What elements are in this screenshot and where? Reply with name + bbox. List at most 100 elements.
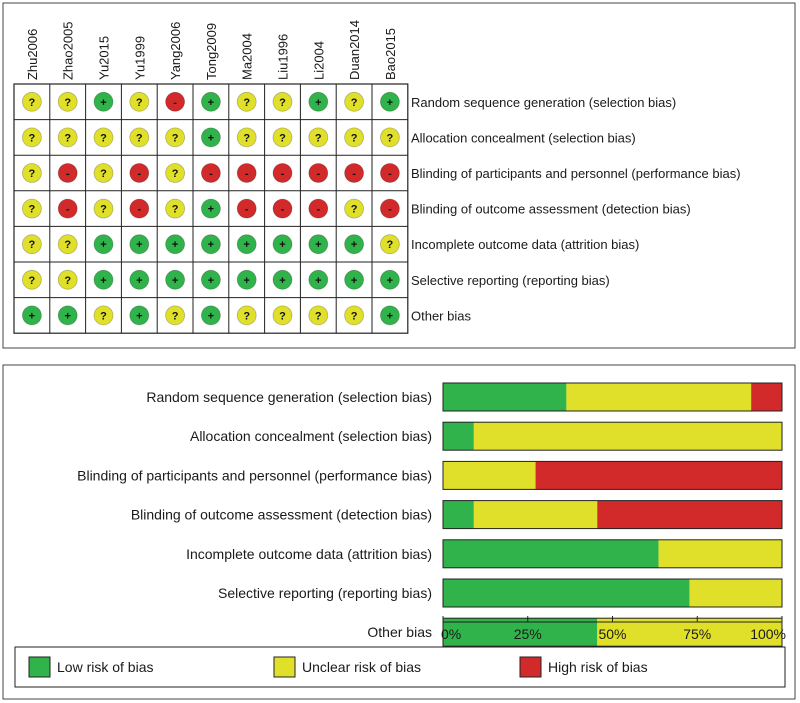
rating-symbol: - xyxy=(316,168,320,180)
rating-circle xyxy=(200,163,221,183)
rating-symbol: ? xyxy=(172,168,179,180)
x-tick-label: 25% xyxy=(514,626,542,642)
domain-label: Other bias xyxy=(411,308,471,323)
bar-outline xyxy=(442,578,783,608)
rating-circle xyxy=(236,163,257,183)
study-label: Li2004 xyxy=(311,41,326,80)
bar-category-label: Random sequence generation (selection bi… xyxy=(146,389,432,405)
rating-unclear-dot: ? xyxy=(57,269,78,290)
rating-circle xyxy=(200,198,221,219)
rating-circle xyxy=(308,198,329,219)
rating-circle xyxy=(379,269,400,290)
rating-symbol: + xyxy=(208,275,214,287)
rating-circle xyxy=(308,91,329,112)
rating-circle xyxy=(379,234,400,255)
rating-unclear-dot: ? xyxy=(21,198,42,219)
rating-low-dot: + xyxy=(344,234,365,255)
rating-symbol: + xyxy=(100,97,106,109)
study-label: Bao2015 xyxy=(383,28,398,80)
rating-circle xyxy=(93,198,114,219)
rating-symbol: - xyxy=(209,168,213,180)
rating-circle xyxy=(129,269,150,290)
rating-symbol: + xyxy=(315,239,321,251)
rating-low-dot: + xyxy=(344,269,365,290)
rating-circle xyxy=(165,305,186,326)
rating-circle xyxy=(236,198,257,219)
bar-segment-high xyxy=(535,461,782,490)
rating-symbol: ? xyxy=(315,310,322,322)
rating-low-dot: + xyxy=(308,234,329,255)
rating-circle xyxy=(272,234,293,255)
legend-swatch-unclear xyxy=(273,656,296,678)
x-tick-label: 75% xyxy=(683,626,711,642)
rating-circle xyxy=(57,305,78,326)
x-tick-label: 100% xyxy=(750,626,786,642)
legend-swatch-low xyxy=(28,656,51,678)
rating-unclear-dot: ? xyxy=(21,269,42,290)
rating-symbol: ? xyxy=(29,132,36,144)
rating-unclear-dot: ? xyxy=(379,127,400,148)
rating-unclear-dot: ? xyxy=(93,305,114,326)
rating-symbol: + xyxy=(315,275,321,287)
rating-circle xyxy=(93,269,114,290)
rating-symbol: ? xyxy=(172,310,179,322)
bar-segment-unclear xyxy=(689,579,782,607)
rating-symbol: - xyxy=(281,204,285,216)
summary-panel-frame xyxy=(2,2,796,349)
domain-label: Blinding of participants and personnel (… xyxy=(411,166,741,181)
rating-unclear-dot: ? xyxy=(272,305,293,326)
bar-segment-unclear xyxy=(658,539,782,568)
rating-low-dot: + xyxy=(93,234,114,255)
study-label: Duan2014 xyxy=(347,20,362,80)
rating-symbol: ? xyxy=(64,97,71,109)
rating-low-dot: + xyxy=(272,234,293,255)
rating-unclear-dot: ? xyxy=(21,91,42,112)
bar-segment-unclear xyxy=(473,422,782,451)
bar-segment-low xyxy=(443,500,474,529)
rating-symbol: ? xyxy=(351,204,358,216)
rating-unclear-dot: ? xyxy=(165,305,186,326)
study-label: Yu1999 xyxy=(132,36,147,80)
rating-symbol: ? xyxy=(351,97,358,109)
rating-circle xyxy=(57,127,78,148)
rating-symbol: ? xyxy=(64,239,71,251)
rating-symbol: - xyxy=(352,168,356,180)
rating-circle xyxy=(129,305,150,326)
rating-circle xyxy=(165,269,186,290)
bar-segment-unclear xyxy=(597,618,782,647)
bar-outline xyxy=(442,460,783,490)
rating-unclear-dot: ? xyxy=(308,127,329,148)
rating-symbol: + xyxy=(29,310,35,322)
rating-low-dot: + xyxy=(21,305,42,326)
rating-unclear-dot: ? xyxy=(379,234,400,255)
rating-circle xyxy=(272,269,293,290)
rating-symbol: + xyxy=(136,310,142,322)
rating-symbol: - xyxy=(245,204,249,216)
rating-low-dot: + xyxy=(57,305,78,326)
rating-symbol: + xyxy=(100,275,106,287)
rating-low-dot: + xyxy=(272,269,293,290)
bar-segment-unclear xyxy=(473,500,598,529)
rating-symbol: + xyxy=(387,97,393,109)
rating-symbol: + xyxy=(136,239,142,251)
rating-unclear-dot: ? xyxy=(308,305,329,326)
rating-symbol: + xyxy=(351,275,357,287)
rating-high-dot: - xyxy=(308,163,329,183)
rating-circle xyxy=(129,163,150,183)
rating-circle xyxy=(57,269,78,290)
rating-symbol: ? xyxy=(29,204,36,216)
rating-circle xyxy=(129,91,150,112)
bar-category-label: Incomplete outcome data (attrition bias) xyxy=(186,546,432,562)
rating-symbol: ? xyxy=(100,168,107,180)
rating-low-dot: + xyxy=(200,91,221,112)
study-label: Liu1996 xyxy=(276,34,291,80)
legend-box xyxy=(14,646,786,688)
study-label: Yu2015 xyxy=(97,36,112,80)
study-label: Zhu2006 xyxy=(25,29,40,80)
rating-symbol: + xyxy=(279,239,285,251)
rating-symbol: - xyxy=(316,204,320,216)
rating-symbol: ? xyxy=(243,97,250,109)
rating-circle xyxy=(379,127,400,148)
rating-high-dot: - xyxy=(344,163,365,183)
rating-circle xyxy=(344,269,365,290)
